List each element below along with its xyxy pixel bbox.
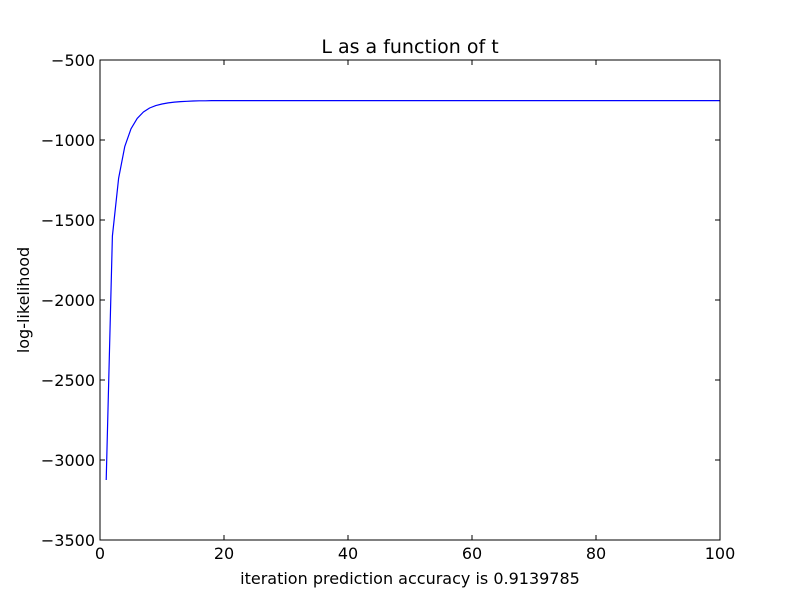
y-tick-label: −1000 xyxy=(41,131,95,150)
y-axis-title: log-likelihood xyxy=(14,247,33,353)
y-tick-label: −500 xyxy=(51,51,95,70)
x-tick-label: 100 xyxy=(705,544,736,563)
x-axis-title: iteration prediction accuracy is 0.91397… xyxy=(240,569,580,588)
y-tick-label: −3000 xyxy=(41,451,95,470)
y-tick-label: −2000 xyxy=(41,291,95,310)
y-tick-label: −3500 xyxy=(41,531,95,550)
y-tick-label: −2500 xyxy=(41,371,95,390)
series-line xyxy=(105,99,720,481)
y-tick-label: −1500 xyxy=(41,211,95,230)
x-tick-label: 0 xyxy=(95,544,105,563)
chart-title: L as a function of t xyxy=(321,36,498,58)
plot-data-layer xyxy=(105,99,720,481)
x-tick-label: 20 xyxy=(214,544,234,563)
axis-ticks: 0 20 40 60 80 100 −3500 −3000 −2500 −2000 −1500 −10… xyxy=(41,51,735,563)
x-tick-label: 80 xyxy=(586,544,606,563)
x-tick-label: 60 xyxy=(462,544,482,563)
x-tick-label: 40 xyxy=(338,544,358,563)
